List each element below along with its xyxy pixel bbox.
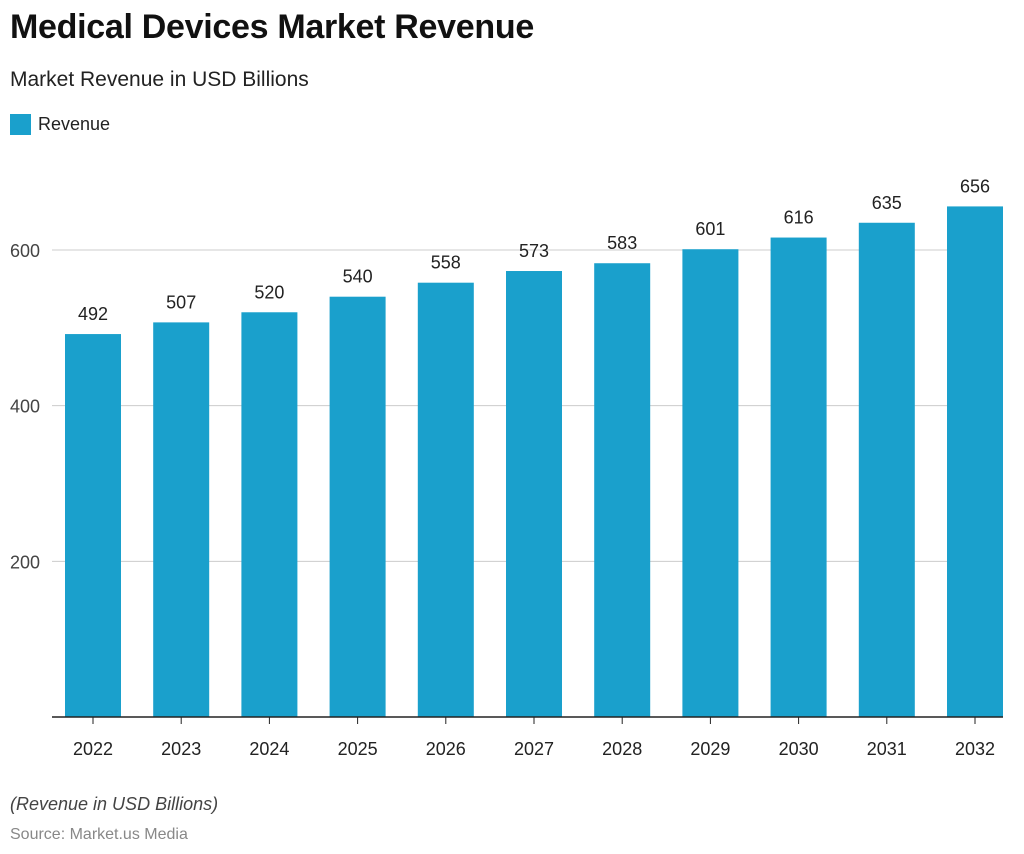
bar xyxy=(417,282,474,717)
y-tick-label: 600 xyxy=(10,241,40,261)
x-tick-label: 2032 xyxy=(955,739,995,759)
bar xyxy=(858,222,915,717)
bar xyxy=(65,334,121,717)
bar xyxy=(329,296,386,717)
bar xyxy=(153,322,210,717)
x-tick-label: 2024 xyxy=(249,739,289,759)
y-tick-label: 200 xyxy=(10,552,40,572)
x-tick-label: 2030 xyxy=(779,739,819,759)
bar xyxy=(770,237,827,717)
legend: Revenue xyxy=(10,114,110,135)
x-tick-label: 2025 xyxy=(338,739,378,759)
data-label: 635 xyxy=(872,193,902,213)
y-tick-label: 400 xyxy=(10,397,40,417)
data-label: 573 xyxy=(519,241,549,261)
legend-swatch xyxy=(10,114,31,135)
chart-source: Source: Market.us Media xyxy=(10,826,188,843)
bar xyxy=(506,271,562,717)
legend-label: Revenue xyxy=(38,114,111,134)
data-label: 656 xyxy=(960,176,990,196)
chart-subtitle: Market Revenue in USD Billions xyxy=(10,68,309,91)
x-tick-label: 2023 xyxy=(161,739,201,759)
x-tick-label: 2022 xyxy=(73,739,113,759)
bar xyxy=(947,206,1003,717)
data-label: 507 xyxy=(166,292,196,312)
chart-title: Medical Devices Market Revenue xyxy=(10,8,534,46)
x-tick-label: 2026 xyxy=(426,739,466,759)
bar xyxy=(682,249,739,717)
data-label: 492 xyxy=(78,304,108,324)
data-label: 540 xyxy=(343,267,373,287)
data-label: 520 xyxy=(254,282,284,302)
x-tick-label: 2028 xyxy=(602,739,642,759)
x-tick-label: 2027 xyxy=(514,739,554,759)
data-label: 601 xyxy=(695,219,725,239)
data-label: 558 xyxy=(431,253,461,273)
data-label: 616 xyxy=(784,208,814,228)
bar xyxy=(241,312,298,717)
x-tick-label: 2029 xyxy=(690,739,730,759)
chart-note: (Revenue in USD Billions) xyxy=(10,794,219,814)
data-label: 583 xyxy=(607,233,637,253)
x-tick-label: 2031 xyxy=(867,739,907,759)
bar xyxy=(594,263,651,717)
